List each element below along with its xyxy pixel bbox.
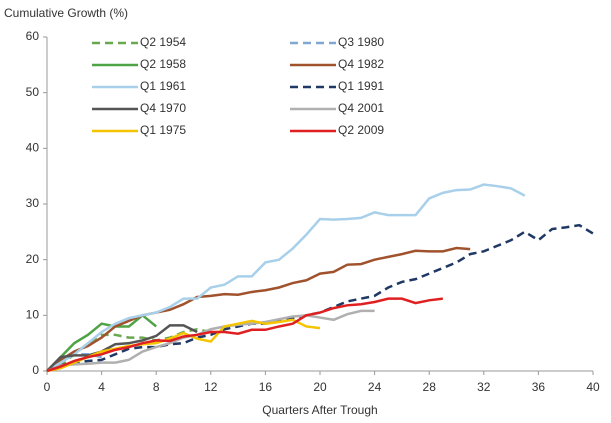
y-tick-label: 10 (26, 308, 40, 322)
x-axis-label: Quarters After Trough (262, 403, 377, 417)
series-line (46, 183, 526, 373)
y-tick-label: 20 (26, 252, 40, 266)
y-tick-label: 30 (26, 196, 40, 210)
legend-label: Q1 1961 (140, 79, 186, 93)
y-tick-label: 60 (26, 29, 40, 43)
x-tick-label: 0 (44, 380, 51, 394)
y-tick-label: 50 (26, 85, 40, 99)
y-axis-label: Cumulative Growth (%) (4, 6, 128, 20)
y-tick-label: 0 (32, 363, 39, 377)
legend-label: Q4 2001 (338, 101, 384, 115)
x-tick-label: 40 (586, 380, 600, 394)
series-line (46, 324, 198, 372)
x-tick-label: 20 (313, 380, 327, 394)
series-line (46, 223, 594, 373)
legend-label: Q2 1954 (140, 35, 186, 49)
legend-label: Q3 1980 (338, 35, 384, 49)
series-line (46, 313, 157, 372)
legend-label: Q4 1982 (338, 57, 384, 71)
legend-label: Q1 1975 (140, 123, 186, 137)
legend-label: Q1 1991 (338, 79, 384, 93)
legend-label: Q4 1970 (140, 101, 186, 115)
series-line (46, 297, 444, 373)
y-tick-label: 40 (26, 141, 40, 155)
x-tick-label: 4 (98, 380, 105, 394)
x-tick-label: 12 (204, 380, 218, 394)
series-line (46, 309, 375, 373)
x-tick-label: 16 (259, 380, 273, 394)
x-tick-label: 8 (153, 380, 160, 394)
x-tick-label: 36 (532, 380, 546, 394)
series-line (46, 246, 471, 372)
legend-label: Q2 1958 (140, 57, 186, 71)
x-tick-label: 28 (423, 380, 437, 394)
x-tick-label: 24 (368, 380, 382, 394)
x-tick-label: 32 (477, 380, 491, 394)
legend-label: Q2 2009 (338, 123, 384, 137)
